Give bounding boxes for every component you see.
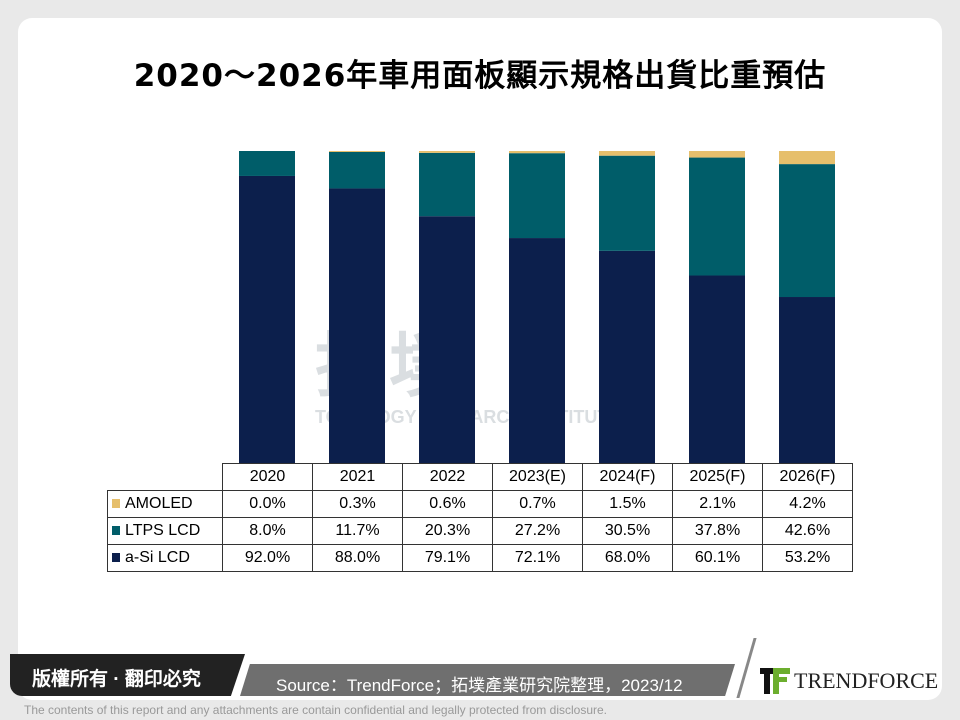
bar-amoled-2025(F) xyxy=(689,151,745,158)
data-label: 8.0% xyxy=(222,517,313,545)
bar-a-si-lcd-2021 xyxy=(329,188,385,463)
data-label: 37.8% xyxy=(672,517,763,545)
col-header: 2020 xyxy=(222,463,313,491)
bar-amoled-2026(F) xyxy=(779,151,835,165)
chart-title: 2020～2026年車用面板顯示規格出貨比重預估 xyxy=(133,58,827,94)
logo-text: TrendForce xyxy=(794,668,939,693)
table-header-row: 2020 2021 2022 2023(E) 2024(F) 2025(F) 2026(F) xyxy=(107,463,853,491)
col-header: 2023(E) xyxy=(492,463,583,491)
data-label: 0.6% xyxy=(402,490,493,518)
stacked-bar-chart xyxy=(239,151,835,463)
col-header: 2025(F) xyxy=(672,463,763,491)
legend-entry: a-Si LCD xyxy=(107,544,223,572)
bar-amoled-2021 xyxy=(329,151,385,152)
copyright-banner: 版權所有 · 翻印必究 xyxy=(10,654,245,696)
table-row: LTPS LCD 8.0% 11.7% 20.3% 27.2% 30.5% 37.8% 42.… xyxy=(107,517,853,545)
bar-amoled-2024(F) xyxy=(599,151,655,156)
bar-a-si-lcd-2026(F) xyxy=(779,297,835,463)
data-label: 92.0% xyxy=(222,544,313,572)
col-header: 2026(F) xyxy=(762,463,853,491)
data-label: 60.1% xyxy=(672,544,763,572)
col-header: 2022 xyxy=(402,463,493,491)
bar-ltps-lcd-2023(E) xyxy=(509,153,565,239)
data-label: 0.3% xyxy=(312,490,403,518)
data-label: 20.3% xyxy=(402,517,493,545)
legend-entry: AMOLED xyxy=(107,490,223,518)
bar-amoled-2022 xyxy=(419,151,475,153)
data-label: 79.1% xyxy=(402,544,493,572)
trendforce-logo: TrendForce xyxy=(760,668,938,694)
trendforce-logo-icon xyxy=(760,668,790,694)
data-label: 30.5% xyxy=(582,517,673,545)
source-banner: Source：TrendForce；拓墣產業研究院整理，2023/12 xyxy=(240,664,735,696)
legend-entry: LTPS LCD xyxy=(107,517,223,545)
legend-swatch-icon xyxy=(112,553,120,562)
bar-ltps-lcd-2025(F) xyxy=(689,157,745,276)
bar-a-si-lcd-2022 xyxy=(419,216,475,463)
data-label: 72.1% xyxy=(492,544,583,572)
data-label: 27.2% xyxy=(492,517,583,545)
col-header: 2024(F) xyxy=(582,463,673,491)
bar-amoled-2023(E) xyxy=(509,151,565,154)
legend-swatch-icon xyxy=(112,499,120,508)
bar-ltps-lcd-2022 xyxy=(419,152,475,217)
data-label: 0.0% xyxy=(222,490,313,518)
data-table: 2020 2021 2022 2023(E) 2024(F) 2025(F) 2026(F)… xyxy=(107,463,853,572)
data-label: 68.0% xyxy=(582,544,673,572)
bar-ltps-lcd-2021 xyxy=(329,151,385,189)
bar-a-si-lcd-2024(F) xyxy=(599,250,655,463)
bar-a-si-lcd-2025(F) xyxy=(689,275,745,463)
bar-a-si-lcd-2023(E) xyxy=(509,238,565,463)
data-label: 42.6% xyxy=(762,517,853,545)
series-name: LTPS LCD xyxy=(125,522,201,539)
bar-ltps-lcd-2020 xyxy=(239,151,295,176)
data-label: 0.7% xyxy=(492,490,583,518)
data-label: 88.0% xyxy=(312,544,403,572)
disclaimer: The contents of this report and any atta… xyxy=(24,703,607,717)
table-row: AMOLED 0.0% 0.3% 0.6% 0.7% 1.5% 2.1% 4.2% xyxy=(107,490,853,518)
table-row: a-Si LCD 92.0% 88.0% 79.1% 72.1% 68.0% 60.1% 53… xyxy=(107,544,853,572)
bar-ltps-lcd-2026(F) xyxy=(779,164,835,298)
series-name: a-Si LCD xyxy=(125,549,190,566)
table-corner xyxy=(107,463,223,491)
data-label: 11.7% xyxy=(312,517,403,545)
legend-swatch-icon xyxy=(112,526,120,535)
data-label: 53.2% xyxy=(762,544,853,572)
bar-ltps-lcd-2024(F) xyxy=(599,155,655,251)
series-name: AMOLED xyxy=(125,495,193,512)
col-header: 2021 xyxy=(312,463,403,491)
data-label: 4.2% xyxy=(762,490,853,518)
bar-a-si-lcd-2020 xyxy=(239,175,295,463)
data-label: 1.5% xyxy=(582,490,673,518)
data-label: 2.1% xyxy=(672,490,763,518)
